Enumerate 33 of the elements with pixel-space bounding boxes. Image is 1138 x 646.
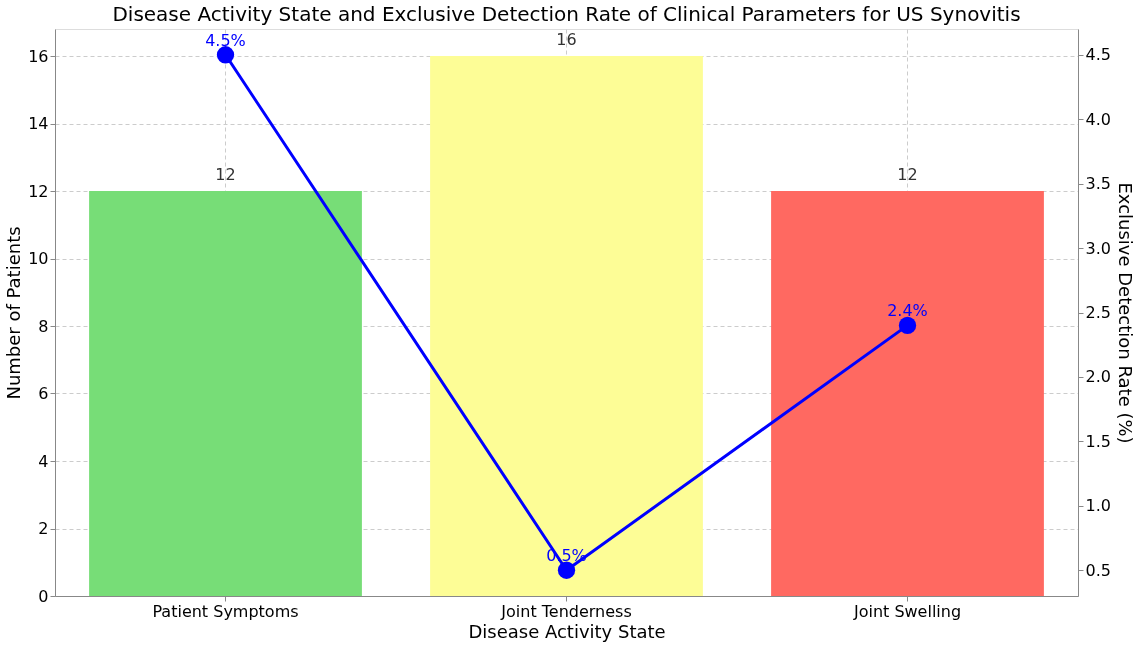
y-tick-label: 14 <box>28 114 49 133</box>
y2-tick-label: 3.5 <box>1085 174 1111 194</box>
data-label: 12 <box>897 165 918 184</box>
x-tick-label: Joint Tenderness <box>500 601 632 621</box>
point <box>216 46 235 64</box>
chart-title: Disease Activity State and Exclusive Detection Rate of Clinical Parameters for US Synovitis <box>112 2 1021 26</box>
data-label: 4.5% <box>205 30 246 50</box>
y2-tick-label: 4.0 <box>1085 109 1111 129</box>
y2-tick-label: 1.0 <box>1085 496 1111 516</box>
data-label: 12 <box>215 165 236 184</box>
y-axis-title: Number of Patients <box>3 226 25 400</box>
y2-tick-label: 1.5 <box>1085 431 1111 451</box>
y-tick-label: 12 <box>28 181 49 201</box>
y-tick-label: 16 <box>28 46 49 66</box>
y2-tick-label: 0.5 <box>1085 560 1111 580</box>
x-axis-title: Disease Activity State <box>468 620 666 642</box>
y-tick-label: 8 <box>38 316 49 336</box>
x-tick-label: Patient Symptoms <box>152 601 299 621</box>
y2-tick-label: 4.5 <box>1085 45 1111 65</box>
y-tick-label: 10 <box>28 249 49 268</box>
y-tick-label: 4 <box>38 451 49 471</box>
point <box>557 561 576 579</box>
y2-axis-title: Exclusive Detection Rate (%) <box>1114 182 1136 444</box>
y2-tick-label: 2.5 <box>1085 303 1111 322</box>
x-tick-label: Joint Swelling <box>852 601 962 621</box>
y2-tick-label: 3.0 <box>1085 238 1111 258</box>
y2-tick-label: 2.0 <box>1085 367 1111 387</box>
y-tick-label: 6 <box>38 384 49 403</box>
y-tick-label: 0 <box>38 586 49 606</box>
data-label: 16 <box>556 30 577 49</box>
data-label: 2.4% <box>887 301 928 321</box>
point <box>898 316 917 335</box>
y-tick-label: 2 <box>38 519 49 538</box>
